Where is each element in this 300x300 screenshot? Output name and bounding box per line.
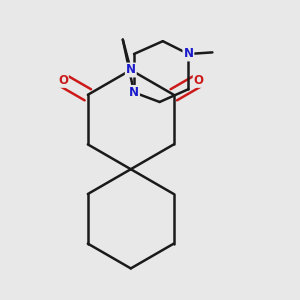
Text: O: O [194, 74, 204, 87]
Text: N: N [126, 64, 136, 76]
Text: N: N [129, 86, 139, 99]
Text: O: O [58, 74, 68, 87]
Text: N: N [183, 47, 194, 61]
